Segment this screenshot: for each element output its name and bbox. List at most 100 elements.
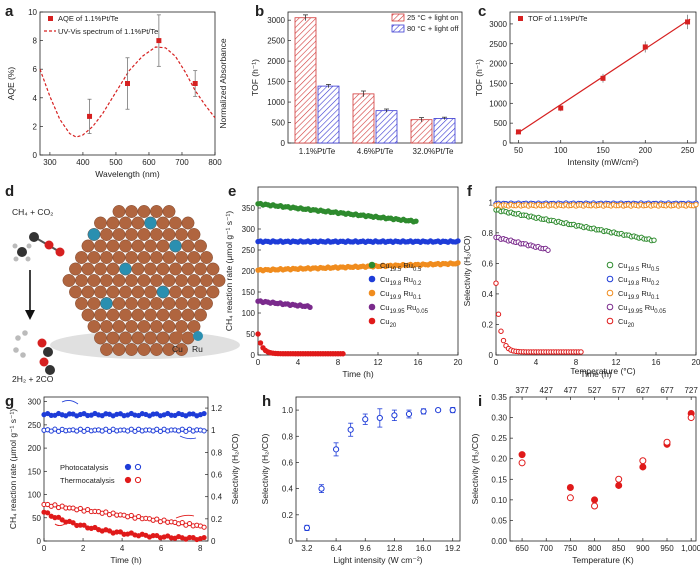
x-tick-label: 9.6 [360,544,372,553]
hydrogen-atom [13,347,19,353]
y-tick-label: 0.4 [482,290,494,299]
cu-atom [169,308,182,322]
y-tick-label: 0.8 [282,432,294,441]
legend-label: Cu20 [380,317,397,329]
oxygen-atom [55,247,65,257]
legend-marker-open [134,463,142,471]
x-tick-label: 300 [43,158,57,167]
y-tick-label: 0 [33,151,38,160]
data-point [663,438,671,446]
cu-atom [150,274,163,287]
legend-label: Cu20 [618,317,635,329]
data-point [362,416,369,423]
x-tick-label: 8 [574,358,579,367]
cu-atom [181,239,195,253]
y-tick-label: 1500 [489,79,507,88]
x-axis-label: Time (h) [580,369,611,379]
x-top-tick-label: 477 [564,386,578,395]
x-tick-label: 20 [454,358,463,367]
data-point [578,349,584,355]
legend-text-part: Cu [618,261,628,270]
y-axis-label: TOF (h⁻¹) [250,59,260,96]
cu-atom [94,262,107,276]
hydrogen-atom [20,352,26,358]
legend-label: 25 °C + light on [407,13,459,22]
data-point [493,280,499,286]
legend-text-part: 19.5 [390,267,402,273]
data-point [157,428,164,434]
legend-text-part: Ru [639,261,651,270]
cu-atom [112,274,126,287]
cu-atom [181,285,195,299]
hydrogen-atom [15,335,21,341]
cu-atom [100,251,113,264]
data-point [255,331,261,337]
cu-atom [81,262,95,276]
data-point [376,414,383,422]
ru-atom [144,216,157,230]
legend-text-part: Cu [618,289,628,298]
panel-b: 0 500 1000 1500 2000 2500 3000 TOF (h⁻¹) 1.1%Pt/… [250,11,463,156]
legend-marker [606,289,614,297]
category-label: 32.0%Pt/Te [413,147,454,156]
legend-cu-label: Cu [172,344,183,354]
data-point [92,524,98,531]
y-tick-label: 300 [242,225,256,234]
plot-frame [509,396,697,542]
cu-atom [187,228,201,241]
data-point [45,510,51,516]
legend-text-part: 0.1 [651,295,660,301]
cu-atom [106,262,120,276]
cu-atom [62,274,76,287]
legend-label: Cu19.95 Ru0.05 [380,303,429,315]
x-tick-label: 3.2 [301,544,313,553]
data-point [59,517,65,523]
cu-atom [81,308,95,322]
data-point [518,459,526,467]
cu-atom [112,343,126,356]
cu-atom [150,343,163,356]
data-point [420,408,427,415]
data-point [687,414,695,422]
y-tick-label: 0 [281,139,286,148]
x-tick-label: 700 [540,544,554,553]
x-tick-label: 750 [564,544,578,553]
y-tick-label: 0.30 [491,414,507,423]
legend-text-part: 0.05 [416,309,428,315]
bar [410,119,433,144]
legend-text-part: 0.2 [413,281,422,287]
legend-cu-ball [173,331,183,341]
legend-marker [606,275,614,283]
carbon-atom [43,347,53,357]
plot-frame [495,186,697,356]
data-point [318,485,325,492]
cu-atom [119,308,132,322]
y-tick-label: 300 [28,398,42,407]
y-right-tick-label: 1 [211,426,216,435]
cu-atom [125,343,138,356]
y-tick-label: 2500 [267,37,285,46]
nanoparticle [62,205,226,356]
legend-marker [368,275,376,283]
data-point [183,428,189,434]
x-tick-label: 19.2 [445,544,461,553]
data-point [81,522,87,528]
x-tick-label: 16.0 [416,544,432,553]
y-axis-label: Selectivity (H₂/CO) [260,433,270,504]
y-tick-label: 2000 [489,60,507,69]
data-point [566,494,574,502]
y-right-tick-label: 1.2 [211,404,223,413]
aqe-point [87,113,93,119]
data-point [128,512,134,519]
x-tick-label: 500 [109,158,123,167]
data-point [332,446,340,453]
cu-atom [187,320,201,333]
x-tick-label: 200 [639,146,653,155]
cu-atom [131,331,145,345]
cu-atom [125,205,138,218]
x-tick-label: 150 [596,146,610,155]
legend-marker [606,303,614,311]
x-tick-label: 400 [76,158,90,167]
data-point [52,426,58,432]
